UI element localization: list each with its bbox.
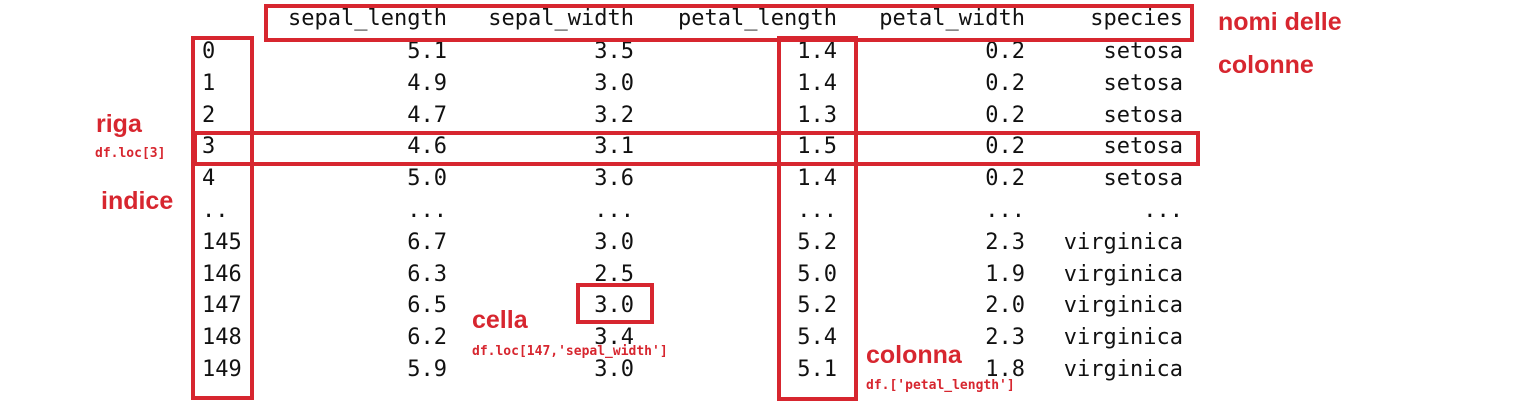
table-cell: 0.2 — [985, 134, 1025, 159]
row-code: df.loc[3] — [95, 146, 166, 161]
table-cell: 5.4 — [797, 325, 837, 350]
table-cell: virginica — [1063, 357, 1183, 382]
table-cell: 3.0 — [594, 230, 634, 255]
table-cell: 5.0 — [797, 262, 837, 287]
table-cell: virginica — [1063, 325, 1183, 350]
table-cell: 1.4 — [797, 39, 837, 64]
table-cell: 2.3 — [985, 325, 1025, 350]
table-cell: setosa — [1103, 134, 1183, 159]
index-label: indice — [101, 187, 174, 215]
table-cell: ... — [407, 198, 447, 223]
row-index: 4 — [202, 166, 216, 191]
row-index: 146 — [202, 262, 242, 287]
row-index: .. — [202, 198, 229, 223]
table-cell: 3.4 — [594, 325, 634, 350]
cell-code: df.loc[147,'sepal_width'] — [472, 344, 668, 359]
table-cell: 1.5 — [797, 134, 837, 159]
table-cell: 5.2 — [797, 293, 837, 318]
table-cell: 1.3 — [797, 103, 837, 128]
table-cell: 1.9 — [985, 262, 1025, 287]
column-highlight-box — [777, 36, 858, 401]
table-cell: virginica — [1063, 293, 1183, 318]
table-cell: 6.2 — [407, 325, 447, 350]
column-header-species: species — [1090, 6, 1183, 31]
table-cell: 1.4 — [797, 71, 837, 96]
column-names-label-line1: nomi delle — [1218, 8, 1342, 36]
table-cell: 3.0 — [594, 357, 634, 382]
table-cell: 5.1 — [797, 357, 837, 382]
row-index: 148 — [202, 325, 242, 350]
column-code: df.['petal_length'] — [866, 378, 1015, 393]
column-label: colonna — [866, 341, 962, 369]
table-cell: 6.5 — [407, 293, 447, 318]
column-names-box — [264, 4, 1194, 42]
table-cell: 0.2 — [985, 39, 1025, 64]
table-cell: 6.3 — [407, 262, 447, 287]
row-index: 3 — [202, 134, 216, 159]
row-index: 2 — [202, 103, 216, 128]
table-cell: setosa — [1103, 39, 1183, 64]
row-index: 147 — [202, 293, 242, 318]
row-index: 145 — [202, 230, 242, 255]
row-highlight-box — [193, 131, 1200, 166]
column-header-sepal-width: sepal_width — [488, 6, 634, 31]
table-cell: 6.7 — [407, 230, 447, 255]
column-header-sepal-length: sepal_length — [288, 6, 447, 31]
row-index: 149 — [202, 357, 242, 382]
table-cell: 5.9 — [407, 357, 447, 382]
table-cell: 5.1 — [407, 39, 447, 64]
table-cell: 3.1 — [594, 134, 634, 159]
table-cell: virginica — [1063, 230, 1183, 255]
table-cell: 0.2 — [985, 71, 1025, 96]
table-cell: 5.0 — [407, 166, 447, 191]
table-cell: virginica — [1063, 262, 1183, 287]
table-cell: 4.9 — [407, 71, 447, 96]
table-cell: 3.2 — [594, 103, 634, 128]
table-cell: 5.2 — [797, 230, 837, 255]
table-cell: setosa — [1103, 103, 1183, 128]
table-cell: 1.4 — [797, 166, 837, 191]
index-box — [191, 36, 254, 400]
table-cell: 2.5 — [594, 262, 634, 287]
table-cell: 3.6 — [594, 166, 634, 191]
column-header-petal-length: petal_length — [678, 6, 837, 31]
table-cell: setosa — [1103, 71, 1183, 96]
table-cell: ... — [1143, 198, 1183, 223]
table-cell: 3.0 — [594, 71, 634, 96]
table-cell: 3.5 — [594, 39, 634, 64]
table-cell: 0.2 — [985, 166, 1025, 191]
table-cell: 4.7 — [407, 103, 447, 128]
table-cell: 3.0 — [594, 293, 634, 318]
row-index: 1 — [202, 71, 216, 96]
table-cell: ... — [797, 198, 837, 223]
cell-label: cella — [472, 306, 528, 334]
table-cell: ... — [985, 198, 1025, 223]
table-cell: setosa — [1103, 166, 1183, 191]
table-cell: 2.3 — [985, 230, 1025, 255]
table-cell: 4.6 — [407, 134, 447, 159]
column-header-petal-width: petal_width — [879, 6, 1025, 31]
table-cell: ... — [594, 198, 634, 223]
cell-highlight-box — [576, 283, 654, 324]
table-cell: 2.0 — [985, 293, 1025, 318]
table-cell: 0.2 — [985, 103, 1025, 128]
table-cell: 1.8 — [985, 357, 1025, 382]
column-names-label-line2: colonne — [1218, 51, 1314, 79]
row-label: riga — [96, 110, 142, 138]
row-index: 0 — [202, 39, 216, 64]
